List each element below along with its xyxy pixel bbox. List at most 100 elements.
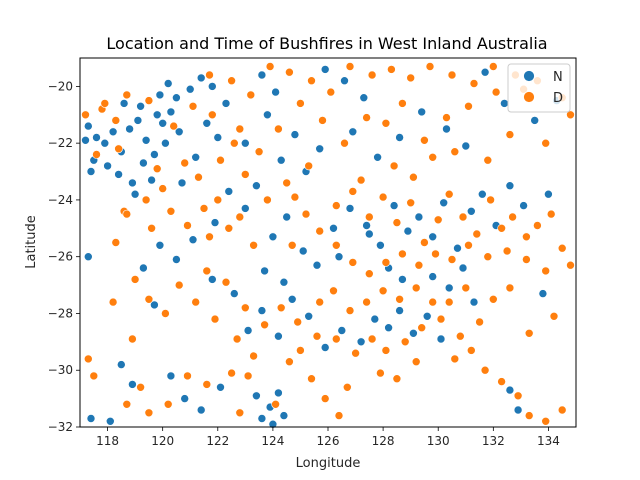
point-n — [453, 243, 462, 253]
point-d — [447, 70, 457, 80]
point-d — [398, 99, 407, 108]
point-d — [428, 297, 438, 307]
point-d — [263, 195, 272, 205]
point-n — [196, 73, 206, 83]
point-n — [370, 314, 380, 324]
point-d — [224, 224, 234, 233]
points-layer — [81, 62, 575, 429]
point-n — [384, 323, 393, 333]
point-d — [348, 258, 358, 267]
point-n — [155, 90, 165, 100]
point-n — [409, 328, 418, 338]
point-d — [444, 189, 454, 199]
y-axis-label: Latitude — [24, 215, 39, 269]
point-d — [549, 311, 559, 321]
point-n — [210, 218, 220, 227]
point-n — [461, 141, 471, 151]
point-n — [466, 207, 476, 216]
point-d — [208, 110, 217, 120]
point-d — [508, 212, 517, 222]
point-d — [546, 209, 556, 219]
point-n — [422, 311, 432, 321]
point-d — [522, 232, 531, 242]
point-n — [274, 388, 283, 398]
y-tick-label: −24 — [48, 193, 73, 207]
point-d — [290, 192, 300, 202]
point-d — [174, 280, 184, 290]
point-d — [376, 368, 385, 378]
point-d — [331, 201, 341, 210]
point-n — [100, 138, 110, 148]
point-n — [376, 241, 385, 250]
point-n — [505, 385, 515, 395]
point-d — [497, 377, 506, 386]
point-n — [174, 127, 184, 137]
point-d — [345, 306, 355, 315]
point-n — [139, 158, 148, 168]
point-n — [133, 116, 143, 125]
point-n — [340, 76, 349, 85]
point-n — [268, 232, 278, 242]
point-d — [455, 331, 465, 341]
point-n — [348, 127, 358, 137]
point-d — [378, 192, 388, 202]
point-n — [257, 70, 267, 80]
point-d — [433, 215, 443, 225]
point-d — [447, 255, 457, 264]
point-d — [342, 382, 352, 392]
point-d — [122, 209, 132, 219]
point-d — [254, 147, 264, 156]
point-n — [108, 127, 118, 137]
point-n — [103, 161, 112, 171]
point-d — [483, 252, 493, 262]
point-n — [469, 297, 479, 307]
point-d — [464, 102, 473, 111]
point-n — [444, 283, 454, 293]
point-d — [557, 405, 567, 415]
y-tick-label: −22 — [48, 136, 73, 150]
point-d — [524, 411, 534, 420]
point-d — [202, 266, 212, 276]
point-d — [227, 368, 236, 378]
point-d — [188, 102, 198, 111]
point-n — [320, 343, 330, 352]
point-d — [533, 221, 542, 230]
point-n — [442, 124, 451, 134]
point-d — [152, 164, 162, 173]
point-d — [307, 374, 316, 384]
point-d — [458, 212, 468, 222]
point-n — [117, 360, 126, 369]
point-n — [177, 178, 187, 188]
point-d — [392, 218, 402, 227]
point-d — [329, 286, 338, 296]
point-d — [301, 209, 311, 219]
point-d — [387, 65, 396, 74]
x-tick-label: 126 — [317, 434, 340, 448]
point-d — [169, 121, 178, 131]
y-tick-label: −32 — [48, 420, 73, 434]
point-n — [221, 99, 231, 108]
point-n — [155, 241, 165, 250]
point-d — [364, 269, 374, 279]
point-d — [566, 260, 575, 270]
point-n — [395, 306, 404, 315]
point-d — [367, 334, 377, 344]
point-d — [282, 178, 292, 188]
point-n — [428, 272, 438, 281]
chart-title: Location and Time of Bushfires in West I… — [106, 34, 547, 53]
point-d — [398, 249, 407, 259]
point-d — [431, 249, 440, 259]
point-d — [409, 172, 418, 182]
point-n — [106, 416, 115, 426]
point-d — [442, 113, 451, 122]
point-n — [320, 65, 330, 74]
point-d — [216, 155, 225, 165]
point-d — [205, 70, 214, 80]
point-d — [285, 357, 294, 367]
point-d — [111, 116, 121, 125]
point-d — [505, 130, 515, 139]
point-n — [241, 138, 250, 148]
point-n — [128, 380, 137, 389]
legend-label-n: N — [553, 70, 563, 85]
point-n — [84, 121, 93, 131]
